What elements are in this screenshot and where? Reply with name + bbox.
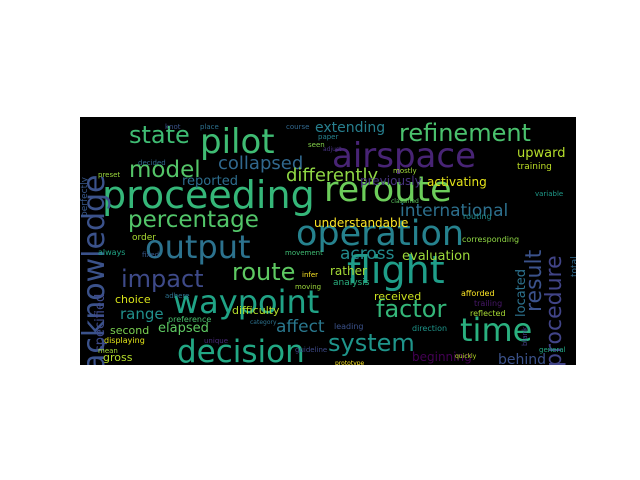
- cloud-word: output: [145, 228, 251, 266]
- cloud-word: evaluation: [402, 249, 470, 264]
- cloud-word: gross: [103, 351, 133, 364]
- cloud-word: direction: [412, 324, 447, 333]
- cloud-word: reported: [182, 174, 238, 189]
- cloud-word: analysis: [333, 278, 370, 288]
- cloud-word: beginning: [412, 350, 472, 364]
- cloud-word: movement: [285, 249, 323, 257]
- cloud-word: elapsed: [158, 321, 209, 336]
- cloud-word: general: [539, 346, 566, 354]
- cloud-word: waypoint: [173, 283, 319, 321]
- cloud-word: decision: [177, 334, 305, 365]
- cloud-word: system: [328, 329, 415, 357]
- cloud-word: guideline: [295, 346, 327, 354]
- cloud-word: category: [250, 319, 277, 326]
- cloud-word: choice: [115, 293, 151, 306]
- cloud-word: operation: [296, 214, 464, 254]
- cloud-word: previously: [360, 174, 422, 188]
- cloud-word: proceeding: [102, 173, 315, 217]
- cloud-word: quickly: [455, 353, 477, 360]
- cloud-word: unique: [204, 337, 228, 345]
- cloud-word: afforded: [461, 289, 495, 298]
- cloud-word: received: [374, 290, 421, 303]
- cloud-word: flight: [347, 248, 445, 292]
- cloud-word: trailing: [474, 299, 502, 308]
- cloud-word: across: [340, 244, 395, 264]
- cloud-word: course: [286, 123, 309, 131]
- cloud-word: order: [132, 233, 156, 243]
- cloud-word: upward: [517, 146, 565, 161]
- cloud-word: total: [570, 256, 576, 277]
- cloud-word: displaying: [104, 336, 145, 345]
- cloud-word: time: [460, 311, 532, 349]
- cloud-word: always: [98, 248, 125, 257]
- cloud-word: preset: [98, 171, 120, 179]
- cloud-word: collapsed: [218, 153, 303, 174]
- cloud-word: difficulty: [232, 304, 280, 317]
- cloud-word: second: [110, 324, 149, 337]
- cloud-word: seen: [308, 141, 325, 149]
- cloud-word: corresponding: [462, 235, 519, 244]
- cloud-word: routing: [463, 212, 492, 221]
- cloud-word: infer: [302, 271, 318, 279]
- cloud-word: prototype: [335, 360, 365, 365]
- cloud-word: training: [517, 162, 552, 172]
- cloud-word: variable: [535, 190, 563, 198]
- cloud-word: international: [400, 201, 508, 221]
- cloud-word: rather: [330, 264, 367, 278]
- cloud-word: place: [200, 123, 219, 131]
- cloud-word: leading: [334, 322, 364, 331]
- cloud-word: moving: [295, 283, 321, 291]
- cloud-word: specified: [93, 294, 108, 352]
- cloud-word: factor: [376, 295, 446, 323]
- cloud-word: pilot: [200, 122, 275, 162]
- cloud-word: range: [120, 305, 164, 323]
- cloud-word: reflected: [470, 309, 506, 318]
- cloud-word: mean: [98, 347, 118, 355]
- cloud-word: refinement: [399, 119, 531, 147]
- word-cloud: airspace proceeding reroute pilot operation f…: [80, 117, 576, 365]
- cloud-word: procedure: [542, 255, 567, 365]
- cloud-word: affect: [276, 317, 325, 337]
- cloud-word: classified: [391, 198, 419, 205]
- cloud-word: model: [129, 157, 201, 183]
- cloud-word: knot: [165, 123, 181, 131]
- cloud-word: preference: [168, 315, 211, 324]
- cloud-word: reroute: [324, 170, 452, 210]
- cloud-word: blank: [521, 326, 529, 346]
- cloud-word: state: [129, 121, 190, 149]
- cloud-word: behind: [498, 352, 546, 365]
- cloud-word: extending: [315, 120, 385, 136]
- cloud-word: adhere: [165, 292, 190, 300]
- cloud-word: perfectly: [80, 176, 90, 217]
- cloud-word: airspace: [332, 136, 476, 176]
- cloud-word: impact: [121, 265, 204, 293]
- cloud-word: activating: [427, 175, 487, 189]
- cloud-word: percentage: [128, 207, 259, 233]
- cloud-word: fixed: [142, 251, 159, 259]
- cloud-word: paper: [318, 133, 338, 141]
- cloud-word: result: [522, 249, 547, 312]
- cloud-word: route: [232, 258, 295, 286]
- cloud-word: understandable: [314, 216, 408, 230]
- cloud-word: mostly: [393, 167, 417, 175]
- cloud-word: acknowledge: [80, 175, 112, 366]
- cloud-word: differently: [286, 165, 378, 186]
- cloud-word: adjust: [323, 146, 342, 153]
- cloud-word: decided: [138, 159, 166, 167]
- cloud-word: located: [514, 269, 529, 317]
